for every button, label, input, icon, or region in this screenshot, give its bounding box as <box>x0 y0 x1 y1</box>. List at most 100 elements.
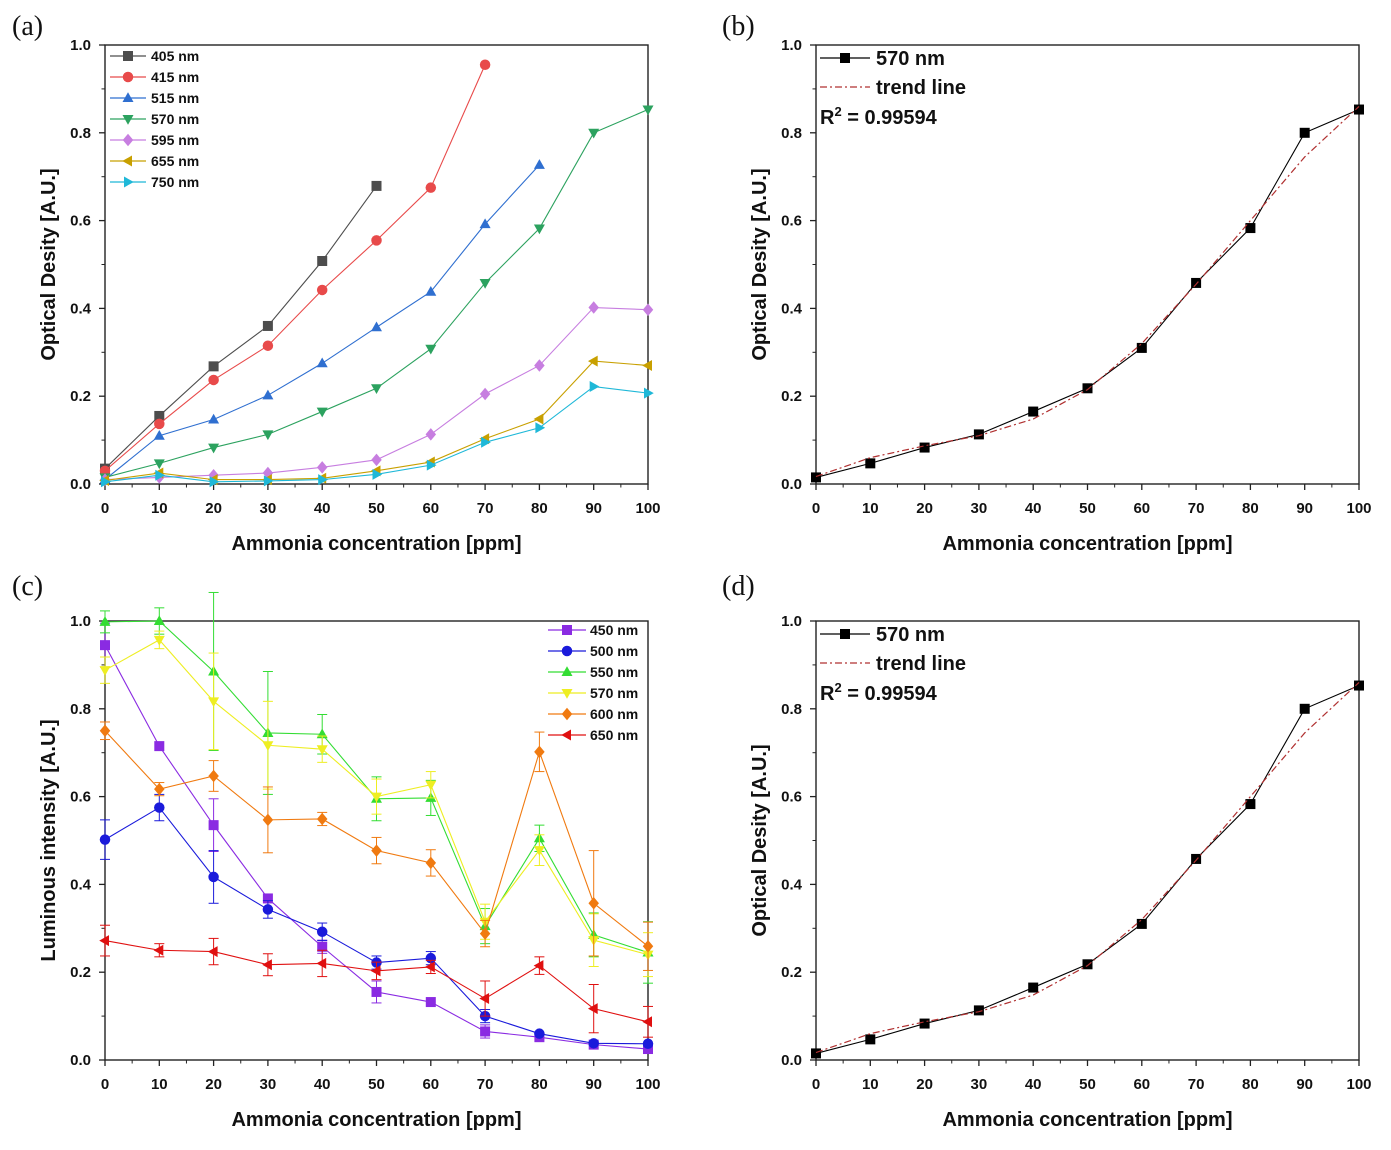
x-tick-label: 30 <box>260 1076 277 1093</box>
data-point <box>425 344 437 355</box>
data-point <box>318 474 328 486</box>
x-axis-title: Ammonia concentration [ppm] <box>942 1109 1232 1131</box>
x-tick-label: 50 <box>368 500 385 517</box>
legend-label: 515 nm <box>151 90 199 106</box>
data-point <box>480 1026 491 1037</box>
x-tick-label: 80 <box>1242 500 1259 517</box>
data-point <box>153 944 164 956</box>
data-point <box>153 615 165 625</box>
data-point <box>533 960 544 972</box>
data-point <box>1354 680 1364 691</box>
data-point <box>587 355 598 367</box>
y-tick-label: 0.8 <box>70 701 91 718</box>
series-line <box>104 64 486 472</box>
legend-label: 570 nm <box>590 685 638 701</box>
data-point <box>316 407 328 418</box>
data-point <box>589 381 600 393</box>
y-tick-label: 0.6 <box>70 789 91 806</box>
data-point <box>1191 277 1202 288</box>
x-tick-label: 40 <box>1025 500 1042 517</box>
data-point <box>642 303 654 316</box>
y-tick-label: 0.6 <box>70 213 91 230</box>
y-tick-label: 0.4 <box>70 300 92 317</box>
data-point <box>262 813 274 827</box>
data-point <box>642 105 654 116</box>
data-point <box>208 443 220 454</box>
data-point <box>262 430 274 441</box>
chart-panel-4: (d) 0 10 20 30 40 50 60 70 80 90 100 0.0 0.2 0.4 0.6 0.8… <box>722 571 1372 1131</box>
legend: 570 nm trend line <box>820 48 966 99</box>
legend-label: 450 nm <box>590 622 638 638</box>
x-tick-label: 100 <box>635 1076 660 1093</box>
data-point <box>425 856 437 870</box>
legend-label: 570 nm <box>151 111 199 127</box>
data-point <box>865 458 876 469</box>
data-point <box>371 321 382 332</box>
data-point <box>154 741 165 752</box>
y-tick-label: 0.2 <box>70 964 91 981</box>
data-point <box>642 1038 654 1050</box>
data-point <box>154 782 165 796</box>
data-point <box>425 997 436 1008</box>
data-point <box>919 1018 930 1029</box>
data-point <box>533 846 545 856</box>
series-trend-line <box>815 106 1360 478</box>
data-point <box>371 986 382 997</box>
legend-marker <box>561 666 573 676</box>
data-point <box>155 469 166 481</box>
data-point <box>371 844 382 857</box>
legend-label: 750 nm <box>151 174 199 190</box>
data-point <box>371 384 382 395</box>
data-point <box>371 180 382 191</box>
data-point <box>370 965 381 977</box>
y-tick-label: 0.4 <box>70 876 92 893</box>
r-squared-annotation: R2 = 0.99594 <box>820 680 938 705</box>
legend-marker <box>122 133 134 147</box>
data-point <box>479 387 491 401</box>
data-point <box>1082 383 1093 394</box>
data-point <box>534 359 545 372</box>
x-tick-label: 60 <box>1133 1076 1150 1093</box>
data-point <box>316 957 327 969</box>
data-point <box>101 476 111 488</box>
data-point <box>425 961 435 973</box>
y-tick-label: 0.0 <box>781 476 802 493</box>
data-point <box>811 1048 821 1059</box>
data-point <box>316 812 328 826</box>
x-tick-label: 100 <box>635 500 660 517</box>
data-point <box>263 475 274 487</box>
y-tick-label: 0.2 <box>781 964 802 981</box>
data-point <box>479 59 491 71</box>
legend-marker <box>561 689 573 699</box>
x-tick-label: 20 <box>916 1076 933 1093</box>
data-point <box>262 741 274 751</box>
x-tick-label: 20 <box>916 500 933 517</box>
data-point <box>534 1028 545 1039</box>
x-tick-label: 40 <box>314 1076 331 1093</box>
series-600-nm <box>99 721 654 971</box>
data-point <box>207 946 218 958</box>
legend-marker <box>123 51 133 61</box>
data-point <box>371 235 382 246</box>
data-point <box>316 357 328 368</box>
data-point <box>919 442 930 453</box>
data-point <box>481 436 491 448</box>
legend-marker <box>122 115 134 125</box>
legend: 405 nm 415 nm 515 nm 570 nm 595 nm 655 nm 750 … <box>110 48 199 190</box>
y-axis-title: Luminous intensity [A.U.] <box>38 719 60 961</box>
x-tick-label: 70 <box>477 500 494 517</box>
legend-marker <box>122 71 134 83</box>
chart-panel-1: (a) 0 10 20 30 40 50 60 70 80 90 100 0.0 0.2 0.4 0.6 0.8… <box>12 11 661 555</box>
x-tick-label: 40 <box>314 500 331 517</box>
x-axis-title: Ammonia concentration [ppm] <box>231 1109 521 1131</box>
data-point <box>99 834 111 845</box>
chart-panel-2: (b) 0 10 20 30 40 50 60 70 80 90 100 0.0 0.2 0.4 0.6 0.8… <box>722 11 1372 555</box>
series-570-nm <box>811 680 1364 1059</box>
x-tick-label: 100 <box>1346 500 1371 517</box>
data-point <box>153 635 165 646</box>
y-tick-label: 1.0 <box>70 37 91 54</box>
data-point <box>208 697 220 708</box>
data-point <box>99 616 111 626</box>
data-point <box>208 413 220 424</box>
